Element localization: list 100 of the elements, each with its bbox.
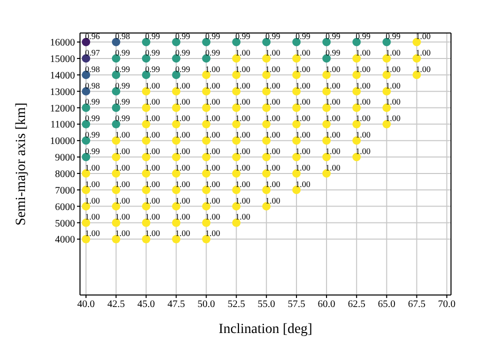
data-label: 1.00 [265, 96, 280, 107]
x-tick-label: 52.5 [228, 299, 246, 310]
data-label: 1.00 [356, 47, 370, 58]
data-label: 0.99 [145, 64, 160, 74]
y-tick-label: 16000 [50, 38, 75, 49]
data-label: 1.00 [295, 162, 310, 172]
y-tick-label: 15000 [50, 54, 75, 66]
data-label: 1.00 [115, 228, 130, 238]
data-label: 0.99 [175, 31, 190, 42]
data-label: 0.99 [205, 31, 220, 42]
x-axis-title: Inclination [deg] [218, 322, 312, 337]
data-label: 1.00 [295, 64, 310, 74]
data-label: 1.00 [265, 64, 280, 74]
data-label: 1.00 [205, 146, 220, 156]
data-label: 1.00 [205, 96, 220, 107]
data-label: 1.00 [175, 212, 190, 222]
data-label: 1.00 [265, 195, 280, 206]
data-label: 1.00 [145, 113, 160, 124]
x-tick-label: 55.0 [258, 299, 276, 310]
data-label: 1.00 [386, 47, 401, 58]
data-label: 1.00 [295, 178, 310, 189]
x-tick-label: 60.0 [318, 299, 336, 310]
data-label: 1.00 [295, 130, 310, 140]
data-label: 0.99 [85, 113, 100, 124]
data-label: 1.00 [235, 195, 250, 206]
y-tick-label: 5000 [55, 218, 75, 230]
y-tick-label: 12000 [50, 103, 75, 114]
x-tick-label: 45.0 [137, 299, 155, 310]
data-label: 1.00 [115, 146, 130, 156]
data-label: 1.00 [356, 113, 370, 124]
y-tick-label: 8000 [55, 168, 75, 180]
data-label: 1.00 [205, 64, 220, 74]
data-label: 0.99 [115, 96, 130, 107]
data-label: 1.00 [235, 130, 250, 140]
x-tick-label: 65.0 [378, 299, 396, 310]
data-label: 0.99 [145, 31, 160, 42]
data-label: 1.00 [235, 212, 250, 222]
data-label: 1.00 [235, 113, 250, 124]
data-label: 1.00 [326, 146, 340, 156]
data-label: 1.00 [145, 195, 160, 206]
data-label: 0.98 [85, 64, 100, 74]
data-label: 1.00 [235, 64, 250, 74]
data-label: 1.00 [85, 228, 100, 238]
data-label: 1.00 [235, 178, 250, 189]
data-label: 1.00 [115, 178, 130, 189]
data-label: 1.00 [205, 178, 220, 189]
data-label: 1.00 [265, 146, 280, 156]
y-tick-label: 10000 [50, 136, 75, 148]
data-label: 1.00 [175, 178, 190, 189]
data-label: 0.99 [326, 47, 340, 58]
data-label: 1.00 [205, 228, 220, 238]
data-label: 1.00 [295, 96, 310, 107]
data-label: 1.00 [145, 162, 160, 172]
data-label: 0.99 [115, 80, 130, 90]
data-label: 1.00 [295, 47, 310, 58]
data-label: 1.00 [175, 96, 190, 107]
y-tick-label: 4000 [55, 234, 75, 246]
data-label: 1.00 [265, 162, 280, 172]
data-label: 0.99 [295, 31, 310, 42]
x-tick-label: 40.0 [77, 299, 95, 310]
data-label: 1.00 [175, 228, 190, 238]
data-label: 0.99 [265, 31, 280, 42]
y-tick-label: 13000 [50, 86, 75, 98]
data-label: 1.00 [145, 80, 160, 90]
y-tick-label: 6000 [55, 202, 75, 213]
data-label: 1.00 [386, 80, 401, 90]
data-label: 1.00 [356, 64, 370, 74]
x-tick-label: 57.5 [288, 299, 306, 310]
data-label: 0.99 [85, 130, 100, 140]
data-label: 1.00 [356, 146, 370, 156]
data-label: 1.00 [85, 178, 100, 189]
y-tick-label: 11000 [50, 120, 75, 131]
x-tick-label: 50.0 [198, 299, 216, 310]
data-label: 1.00 [326, 80, 340, 90]
data-label: 1.00 [326, 162, 340, 172]
data-label: 1.00 [386, 113, 401, 124]
data-label: 1.00 [205, 162, 220, 172]
data-label: 1.00 [416, 31, 431, 42]
data-label: 0.99 [205, 47, 220, 58]
data-label: 1.00 [115, 212, 130, 222]
data-label: 1.00 [416, 64, 431, 74]
data-label: 0.99 [145, 47, 160, 58]
data-label: 1.00 [386, 96, 401, 107]
data-label: 1.00 [175, 80, 190, 90]
data-label: 1.00 [356, 130, 370, 140]
data-label: 1.00 [145, 228, 160, 238]
data-label: 1.00 [265, 178, 280, 189]
data-label: 0.99 [386, 31, 401, 42]
y-axis-title: Semi-major axis [km] [14, 102, 29, 226]
data-label: 0.97 [85, 47, 100, 58]
data-label: 1.00 [326, 130, 340, 140]
x-tick-label: 70.0 [438, 299, 456, 310]
data-label: 1.00 [265, 47, 280, 58]
data-label: 0.99 [175, 47, 190, 58]
x-tick-label: 42.5 [107, 299, 125, 310]
data-label: 1.00 [416, 47, 431, 58]
data-label: 1.00 [235, 47, 250, 58]
data-label: 1.00 [175, 162, 190, 172]
data-label: 0.99 [326, 31, 340, 42]
data-label: 0.99 [85, 96, 100, 107]
